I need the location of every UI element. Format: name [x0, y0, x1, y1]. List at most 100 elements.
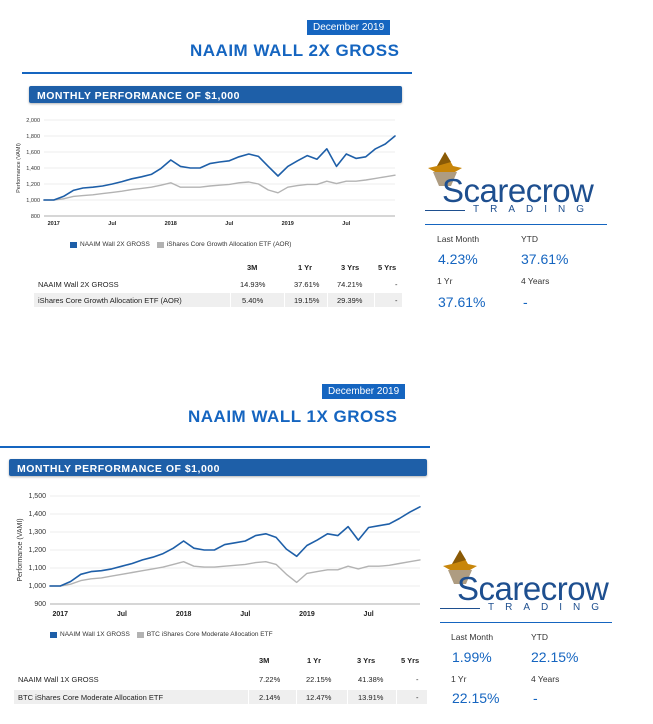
four-years-label: 4 Years — [521, 276, 550, 286]
ytd-label: YTD — [531, 632, 548, 642]
y-tick-label: 1,400 — [26, 166, 40, 172]
y-axis-label: Performance (VAMI) — [17, 518, 24, 581]
col-header-3yrs: 3 Yrs — [357, 656, 376, 665]
series-line-primary — [49, 506, 421, 587]
row-value-3yrs: 74.21% — [337, 280, 363, 289]
stats-rule — [440, 622, 612, 623]
performance-table: 3M 1 Yr 3 Yrs 5 Yrs NAAIM Wall 2X GROSS … — [34, 263, 402, 313]
last-month-label: Last Month — [451, 632, 494, 642]
four-years-value: - — [533, 690, 538, 706]
y-tick-label: 1,300 — [28, 529, 46, 536]
last-month-value: 1.99% — [452, 649, 492, 665]
col-header-5yrs: 5 Yrs — [378, 263, 397, 272]
legend-swatch-series-2 — [136, 631, 144, 638]
row-value-3m: 7.22% — [259, 675, 281, 684]
y-tick-label: 1,000 — [26, 198, 40, 204]
report-panel-1x: December 2019 NAAIM WALL 1X GROSS MONTHL… — [0, 380, 653, 724]
legend-swatch-series-2 — [156, 241, 164, 248]
y-tick-label: 1,800 — [26, 134, 40, 140]
one-yr-value: 22.15% — [452, 690, 500, 706]
performance-chart: 1,500 1,400 1,300 1,200 1,100 1,000 900 2017 Jul… — [17, 493, 421, 618]
x-tick-label: Jul — [364, 611, 374, 618]
row-name: NAAIM Wall 1X GROSS — [18, 675, 99, 684]
one-yr-label: 1 Yr — [451, 674, 467, 684]
y-tick-label: 2,000 — [26, 118, 40, 124]
performance-chart: 2,000 1,800 1,600 1,400 1,200 1,000 800 2017 Jul… — [16, 118, 396, 227]
report-title: NAAIM WALL 2X GROSS — [190, 41, 400, 60]
legend-swatch-series-1 — [50, 631, 57, 638]
row-value-1yr: 19.15% — [294, 296, 320, 305]
scarecrow-hat-icon — [428, 152, 462, 186]
table-row: NAAIM Wall 2X GROSS 14.93% 37.61% 74.21%… — [34, 277, 402, 291]
cell-divider — [327, 293, 328, 307]
series-line-benchmark — [49, 559, 421, 587]
logo-rule-left — [425, 210, 465, 211]
y-tick-label: 1,400 — [28, 511, 46, 518]
scarecrow-hat-icon — [443, 550, 477, 584]
ytd-value: 22.15% — [531, 649, 579, 665]
stats-rule — [425, 224, 607, 225]
y-tick-label: 1,500 — [28, 493, 46, 500]
ytd-label: YTD — [521, 234, 538, 244]
cell-divider — [230, 293, 231, 307]
cell-divider — [284, 293, 285, 307]
section-title-bar: MONTHLY PERFORMANCE OF $1,000 — [9, 459, 427, 476]
last-month-value: 4.23% — [438, 251, 478, 267]
one-yr-label: 1 Yr — [437, 276, 453, 286]
series-line-primary — [43, 135, 396, 201]
y-tick-label: 1,200 — [26, 182, 40, 188]
legend-label-series-2: BTC iShares Core Moderate Allocation ETF — [146, 631, 273, 638]
scarecrow-logo: Scarecrow TRADING — [425, 150, 605, 220]
col-header-3yrs: 3 Yrs — [341, 263, 360, 272]
x-tick-label: Jul — [225, 221, 233, 227]
y-tick-label: 1,200 — [28, 547, 46, 554]
row-value-1yr: 37.61% — [294, 280, 320, 289]
y-tick-label: 1,000 — [28, 583, 46, 590]
row-value-3yrs: 29.39% — [337, 296, 363, 305]
performance-table: 3M 1 Yr 3 Yrs 5 Yrs NAAIM Wall 1X GROSS … — [14, 656, 427, 712]
legend-label-series-2: iShares Core Growth Allocation ETF (AOR) — [166, 241, 292, 248]
y-axis-label: Performance (VAMI) — [16, 143, 22, 193]
y-tick-label: 1,100 — [28, 565, 46, 572]
title-rule — [22, 72, 412, 74]
col-header-1yr: 1 Yr — [298, 263, 313, 272]
four-years-label: 4 Years — [531, 674, 560, 684]
col-header-3m: 3M — [259, 656, 270, 665]
x-tick-label: 2018 — [165, 221, 177, 227]
logo-wordmark: Scarecrow — [442, 172, 594, 209]
legend-swatch-series-1 — [70, 241, 77, 248]
last-month-label: Last Month — [437, 234, 480, 244]
one-yr-value: 37.61% — [438, 294, 486, 310]
x-tick-label: 2018 — [176, 611, 192, 618]
logo-tagline: TRADING — [488, 602, 610, 613]
row-value-5yrs: - — [416, 675, 419, 684]
legend-label-series-1: NAAIM Wall 1X GROSS — [60, 631, 130, 638]
row-value-1yr: 12.47% — [306, 693, 332, 702]
four-years-value: - — [523, 294, 528, 310]
table-row: NAAIM Wall 1X GROSS 7.22% 22.15% 41.38% … — [14, 672, 427, 686]
stats-panel: Last Month YTD 1.99% 22.15% 1 Yr 4 Years… — [440, 622, 615, 712]
report-date-badge: December 2019 — [322, 384, 406, 399]
row-value-3m: 2.14% — [259, 693, 281, 702]
row-name: BTC iShares Core Moderate Allocation ETF — [18, 693, 164, 702]
chart-legend: NAAIM Wall 1X GROSS BTC iShares Core Mod… — [50, 631, 273, 638]
logo-rule-left — [440, 608, 480, 609]
x-tick-label: Jul — [117, 611, 127, 618]
legend-label-series-1: NAAIM Wall 2X GROSS — [80, 241, 150, 248]
series-line-benchmark — [43, 174, 396, 201]
stats-panel: Last Month YTD 4.23% 37.61% 1 Yr 4 Years… — [425, 224, 610, 314]
report-panel-2x: December 2019 NAAIM WALL 2X GROSS MONTHL… — [0, 0, 653, 360]
x-tick-label: 2019 — [282, 221, 294, 227]
cell-divider — [396, 690, 397, 704]
table-row: iShares Core Growth Allocation ETF (AOR)… — [34, 293, 402, 307]
row-value-3m: 14.93% — [240, 280, 266, 289]
row-value-1yr: 22.15% — [306, 675, 332, 684]
col-header-5yrs: 5 Yrs — [401, 656, 420, 665]
y-tick-label: 1,600 — [26, 150, 40, 156]
ytd-value: 37.61% — [521, 251, 569, 267]
report-title: NAAIM WALL 1X GROSS — [188, 407, 398, 426]
row-value-3yrs: 13.91% — [358, 693, 384, 702]
cell-divider — [296, 690, 297, 704]
logo-wordmark: Scarecrow — [457, 570, 609, 607]
y-tick-label: 800 — [31, 214, 40, 220]
